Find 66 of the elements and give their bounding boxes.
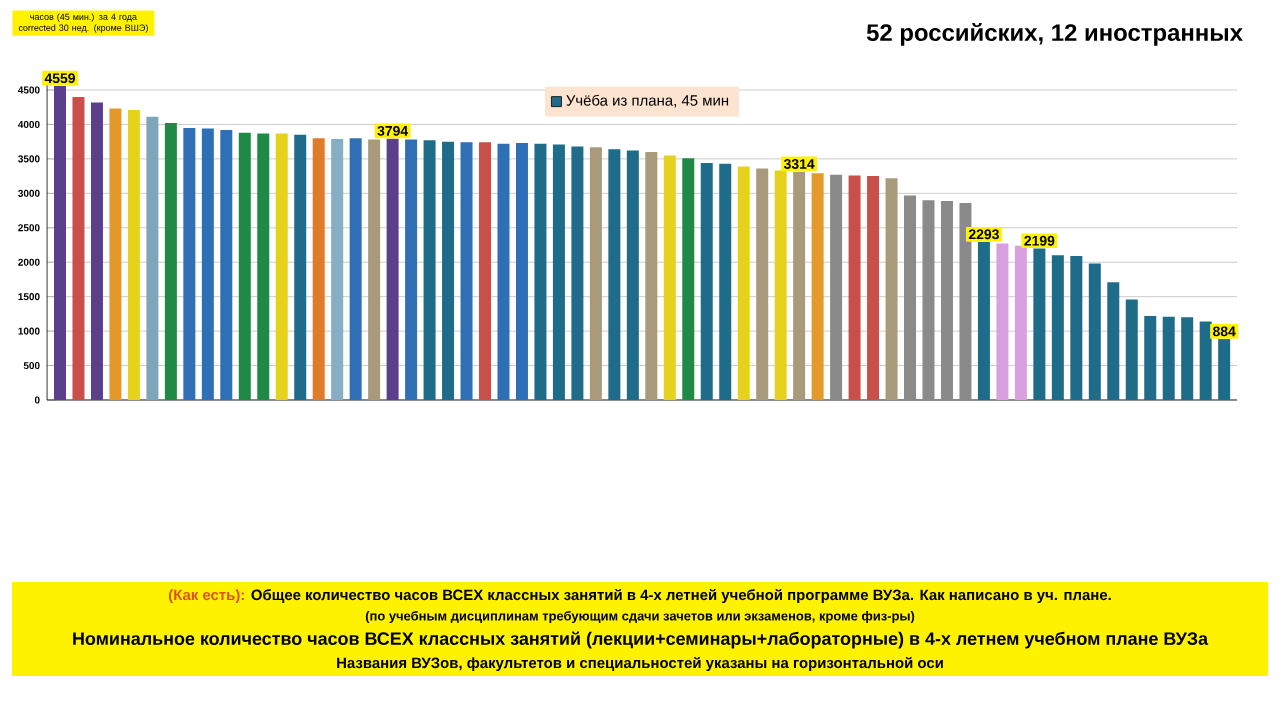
bar <box>1088 263 1101 400</box>
bar <box>220 129 233 400</box>
bar <box>164 123 177 400</box>
bar <box>1051 255 1064 400</box>
bar <box>663 155 676 400</box>
bar <box>774 170 787 400</box>
bar <box>977 242 990 400</box>
bar <box>608 149 621 400</box>
bar <box>146 116 159 400</box>
bar <box>626 150 639 400</box>
bar <box>811 173 824 400</box>
bar <box>552 144 565 400</box>
bar <box>1014 245 1027 400</box>
bar <box>1125 299 1138 400</box>
bar <box>1144 315 1157 400</box>
bar <box>423 140 436 400</box>
bar <box>442 141 455 400</box>
bar <box>1070 256 1083 400</box>
bar <box>201 128 214 400</box>
bar <box>940 200 953 400</box>
bar <box>885 178 898 400</box>
bar <box>72 96 85 400</box>
bar <box>405 139 418 400</box>
bar <box>996 243 1009 400</box>
bar <box>238 132 251 400</box>
bar <box>682 158 695 400</box>
bar <box>257 133 270 400</box>
bar <box>54 85 66 400</box>
bar <box>534 143 547 400</box>
bar <box>589 147 602 400</box>
bar <box>830 174 843 400</box>
bar <box>1218 339 1231 400</box>
bar <box>848 175 861 400</box>
bar <box>645 151 658 400</box>
bar <box>1181 317 1194 400</box>
bar <box>90 102 103 400</box>
bar <box>719 163 732 400</box>
bar <box>1107 282 1120 400</box>
text: Номинальное количество часов ВСЕХ классных занятий (лекции+семинары+лабораторные) в 4-х летнем учебном плане ВУЗа <box>73 631 1209 649</box>
bar <box>497 143 510 400</box>
bar <box>1162 316 1175 400</box>
bar <box>867 176 880 400</box>
bar <box>109 108 122 400</box>
bar <box>904 195 917 400</box>
bar <box>571 146 584 400</box>
bar <box>331 138 344 400</box>
bar <box>349 138 362 400</box>
bar <box>959 202 972 400</box>
bar <box>793 171 806 400</box>
bar <box>127 109 140 400</box>
bar <box>275 133 288 400</box>
bar <box>756 168 769 400</box>
bar <box>460 142 473 400</box>
chart-title: 52 российских, 12 иностранных <box>866 23 1243 46</box>
bar <box>1033 248 1046 400</box>
bar <box>515 143 528 400</box>
bar <box>368 139 381 400</box>
bar <box>294 134 307 400</box>
bar <box>1199 321 1212 400</box>
bar <box>183 127 196 400</box>
bar <box>922 200 935 400</box>
bar <box>737 166 750 400</box>
bar <box>312 138 325 400</box>
bar <box>386 138 399 400</box>
bar <box>700 163 713 400</box>
bar <box>479 142 492 400</box>
